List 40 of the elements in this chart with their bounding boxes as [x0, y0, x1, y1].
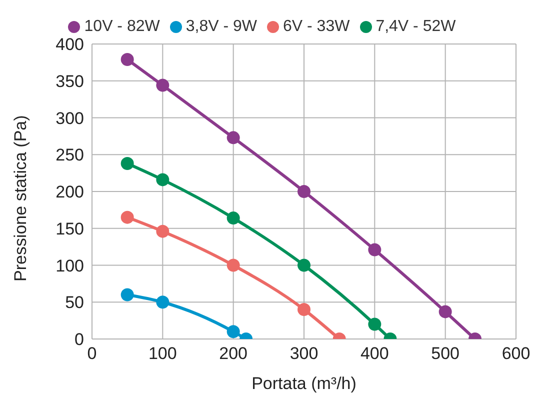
- x-tick-label: 300: [290, 344, 318, 364]
- point: [226, 212, 240, 225]
- y-tick-label: 50: [65, 293, 84, 312]
- x-tick-label: 100: [148, 344, 177, 364]
- point: [156, 224, 170, 238]
- point: [120, 52, 134, 66]
- point: [438, 305, 452, 318]
- legend-label: 10V - 82W: [84, 18, 160, 35]
- point: [298, 185, 310, 198]
- point: [226, 258, 240, 272]
- point: [226, 131, 240, 144]
- point: [226, 325, 240, 338]
- y-tick-label: 350: [56, 72, 84, 91]
- x-tick-label: 0: [87, 344, 97, 364]
- point: [156, 296, 170, 309]
- y-tick-label: 400: [56, 35, 84, 54]
- point: [156, 173, 170, 186]
- point: [120, 210, 134, 224]
- y-tick-label: 250: [56, 146, 84, 165]
- point: [298, 303, 310, 316]
- point: [120, 156, 134, 170]
- point: [368, 318, 382, 331]
- y-axis-title: Pressione statica (Pa): [11, 115, 30, 282]
- y-tick-label: 0: [74, 330, 84, 350]
- point: [156, 78, 170, 92]
- point: [298, 258, 310, 272]
- y-tick-label: 100: [56, 256, 84, 276]
- legend-label: 3,8V - 9W: [186, 18, 257, 35]
- x-tick-label: 500: [431, 344, 460, 364]
- x-tick-label: 400: [360, 344, 389, 364]
- x-tick-label: 200: [219, 344, 248, 364]
- y-tick-label: 200: [56, 182, 84, 202]
- y-tick-label: 300: [56, 108, 84, 128]
- legend-label: 7,4V - 52W: [376, 18, 456, 35]
- legend-label: 6V - 33W: [283, 18, 350, 35]
- x-axis-title: Portata (m³/h): [252, 374, 356, 393]
- x-tick-label: 600: [502, 344, 530, 364]
- y-tick-label: 150: [56, 219, 84, 238]
- point: [368, 243, 382, 256]
- point: [120, 288, 134, 302]
